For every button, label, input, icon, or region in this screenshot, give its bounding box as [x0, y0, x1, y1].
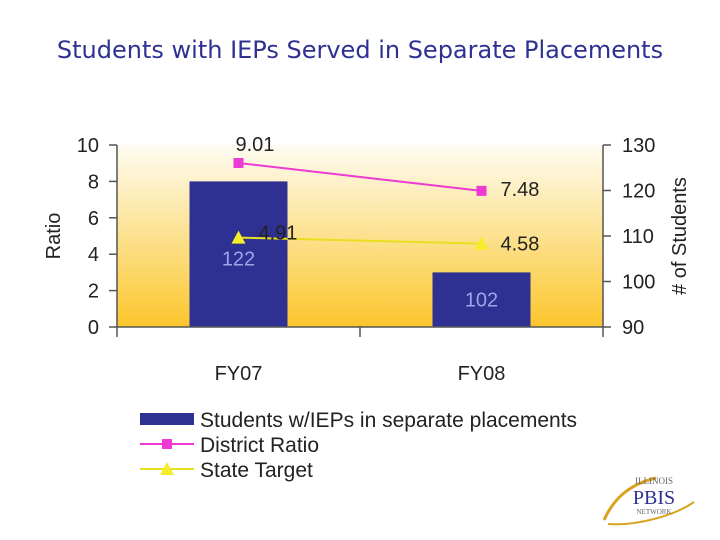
state-target-point	[231, 230, 246, 244]
legend-swatch-target	[140, 462, 194, 475]
y-tick-label-left: 2	[88, 281, 99, 303]
y-axis-title-right: # of Students	[669, 177, 691, 295]
state-target-line	[238, 236, 482, 245]
y-tick-label-left: 6	[88, 208, 99, 230]
legend-label-target: State Target	[200, 459, 313, 482]
y-tick-label-right: 130	[622, 135, 655, 157]
y-tick-label-right: 110	[622, 226, 654, 248]
legend-label-students: Students w/IEPs in separate placements	[200, 409, 578, 432]
bar-label-fy07: 122	[222, 248, 255, 270]
y-tick-label-right: 90	[622, 317, 644, 339]
y-tick-label-left: 4	[88, 244, 99, 266]
state-target-label: 4.91	[259, 223, 298, 245]
district-ratio-line	[238, 162, 482, 192]
state-target-point	[474, 236, 489, 250]
y-tick-label-left: 8	[88, 171, 99, 193]
svg-text:PBIS: PBIS	[633, 487, 675, 509]
bar-label-fy08: 102	[465, 289, 498, 311]
svg-text:NETWORK: NETWORK	[637, 508, 672, 516]
bar-fy08	[432, 272, 531, 327]
legend-swatch-district	[140, 439, 194, 449]
y-tick-label-left: 10	[77, 135, 99, 157]
district-ratio-point	[476, 185, 487, 196]
svg-text:ILLINOIS: ILLINOIS	[635, 476, 673, 486]
x-tick-label-fy08: FY08	[458, 363, 506, 385]
state-target-label: 4.58	[501, 234, 540, 256]
legend-label-district: District Ratio	[200, 434, 320, 457]
legend-swatch-bar	[140, 413, 194, 425]
y-axis-title-left: Ratio	[43, 213, 65, 260]
y-tick-label-right: 120	[622, 181, 655, 203]
district-ratio-point	[233, 158, 244, 169]
district-ratio-label: 9.01	[236, 134, 275, 156]
slide-title: Students with IEPs Served in Separate Pl…	[56, 36, 664, 64]
illinois-pbis-network-logo: ILLINOIS PBIS NETWORK	[602, 476, 695, 526]
x-tick-label-fy07: FY07	[215, 363, 263, 385]
y-tick-label-left: 0	[88, 317, 99, 339]
y-tick-label-right: 100	[622, 272, 655, 294]
district-ratio-label: 7.48	[501, 179, 540, 201]
bar-fy07	[189, 181, 288, 327]
